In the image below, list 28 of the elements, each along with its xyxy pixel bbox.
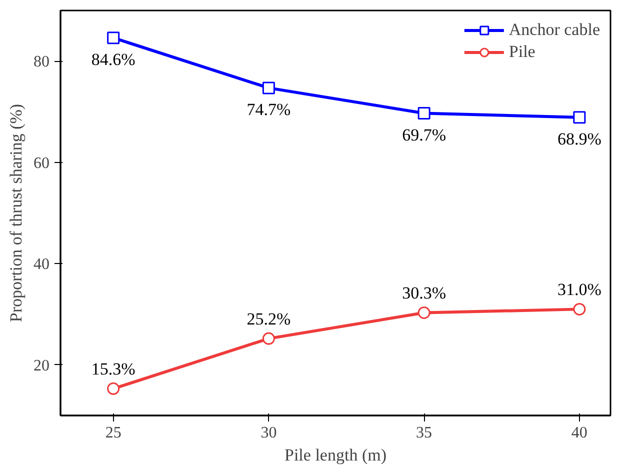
data-label: 30.3% [402, 284, 446, 303]
point [262, 332, 275, 345]
x-tick-label: 40 [571, 424, 588, 442]
x-tick-label: 35 [416, 424, 432, 442]
data-label: 74.7% [246, 100, 291, 119]
point [262, 82, 275, 94]
legend-label: Pile [508, 42, 536, 62]
y-tick-label: 60 [34, 154, 50, 172]
point [107, 382, 120, 395]
data-label: 31.0% [557, 280, 602, 300]
data-label: 68.9% [557, 129, 602, 148]
data-label: 69.7% [402, 125, 446, 144]
y-axis-title: Proportion of thrust sharing (%) [6, 104, 26, 322]
y-tick-label: 40 [34, 256, 50, 274]
point [107, 32, 120, 44]
y-tick-label: 20 [34, 357, 50, 374]
point [418, 107, 430, 120]
x-axis-title: Pile length (m) [284, 446, 386, 464]
point [418, 306, 430, 319]
x-tick-label: 30 [260, 424, 277, 442]
legend-label: Anchor cable [508, 20, 600, 40]
point [573, 111, 586, 124]
point [573, 302, 586, 316]
data-label: 84.6% [91, 50, 136, 69]
data-label: 15.3% [91, 360, 136, 379]
y-tick-label: 80 [34, 54, 50, 71]
x-tick-label: 25 [105, 424, 122, 442]
data-label: 25.2% [246, 310, 291, 329]
